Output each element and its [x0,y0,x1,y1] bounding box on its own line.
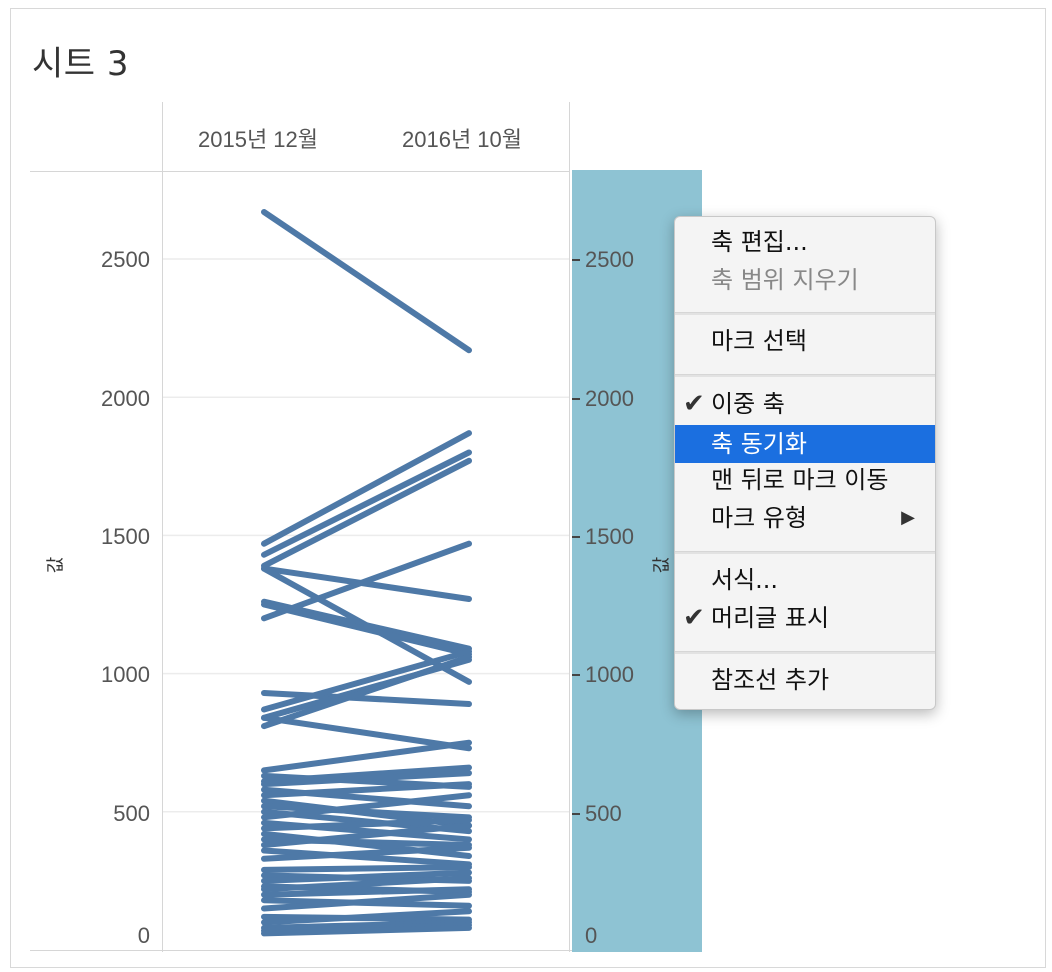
menu-item-mark-type[interactable]: 마크 유형 ▶ [675,499,935,537]
series-line[interactable] [261,803,472,821]
series-line[interactable] [261,891,472,912]
submenu-arrow-icon: ▶ [901,507,915,528]
series-line[interactable] [261,770,472,788]
menu-item-format[interactable]: 서식... [711,566,779,594]
right-tick-mark [572,398,580,400]
series-line[interactable] [261,648,472,713]
series-line[interactable] [261,714,472,752]
menu-item-label: 이중 축 [711,390,785,418]
left-tick-label: 1500 [101,524,150,549]
series-line[interactable] [261,781,472,799]
left-tick-label: 2500 [101,247,150,272]
series-line[interactable] [261,601,472,658]
menu-item-synchronize-axis[interactable]: 축 동기화 [675,425,935,463]
series-line[interactable] [261,457,472,569]
column-header-2015-12[interactable]: 2015년 12월 [198,127,319,152]
series-line[interactable] [261,822,472,848]
menu-item-move-marks-to-back[interactable]: 맨 뒤로 마크 이동 [711,466,889,494]
right-tick-label: 0 [585,923,598,948]
series-line[interactable] [261,540,472,622]
series-line[interactable] [261,689,472,708]
series-line[interactable] [261,209,472,354]
series-line[interactable] [261,654,472,730]
right-tick-label: 1500 [585,524,634,549]
series-line[interactable] [261,908,472,926]
menu-item-show-header[interactable]: ✔ 머리글 표시 [675,599,935,637]
menu-item-label: 머리글 표시 [711,604,830,632]
series-line[interactable] [261,764,472,785]
menu-item-label: 마크 유형 [711,504,807,532]
series-line[interactable] [261,886,472,898]
series-line[interactable] [261,875,472,893]
series-line[interactable] [261,924,472,937]
right-tick-mark [572,536,580,538]
series-line[interactable] [261,817,472,832]
axis-context-menu: 축 편집... 축 범위 지우기 마크 선택 ✔ 이중 축 축 동기화 맨 뒤로… [674,216,936,710]
series-line[interactable] [261,430,472,547]
right-tick-label: 500 [585,801,622,826]
series-line[interactable] [261,598,472,652]
right-tick-label: 1000 [585,662,634,687]
series-line[interactable] [261,739,472,774]
series-line[interactable] [261,869,472,884]
column-header-2016-10[interactable]: 2016년 10월 [402,127,523,152]
menu-separator [675,551,935,554]
checkmark-icon: ✔ [683,603,705,633]
series-line[interactable] [261,847,472,868]
right-tick-label: 2000 [585,386,634,411]
right-tick-mark [572,259,580,261]
left-tick-label: 500 [113,801,150,826]
series-line[interactable] [261,864,472,873]
menu-separator [675,651,935,654]
pane-divider-right [569,102,570,952]
right-tick-mark [572,674,580,676]
series-line[interactable] [261,449,472,558]
menu-item-add-reference-line[interactable]: 참조선 추가 [711,666,830,694]
right-tick-mark [572,813,580,815]
menu-item-edit-axis[interactable]: 축 편집... [711,228,808,256]
left-tick-label: 0 [137,923,150,948]
left-tick-label: 1000 [101,662,150,687]
menu-item-select-marks[interactable]: 마크 선택 [711,327,807,355]
series-line[interactable] [261,844,472,862]
pane-divider-left [162,102,163,952]
right-tick-label: 2500 [585,247,634,272]
bottom-divider [30,950,702,951]
series-line[interactable] [261,792,472,821]
left-tick-label: 2000 [101,386,150,411]
menu-item-clear-axis-range[interactable]: 축 범위 지우기 [711,266,859,294]
menu-separator [675,374,935,377]
checkmark-icon: ✔ [683,389,705,419]
menu-item-dual-axis[interactable]: ✔ 이중 축 [675,385,935,423]
menu-separator [675,312,935,315]
sheet-title: 시트 3 [32,44,129,84]
header-divider [30,171,570,172]
